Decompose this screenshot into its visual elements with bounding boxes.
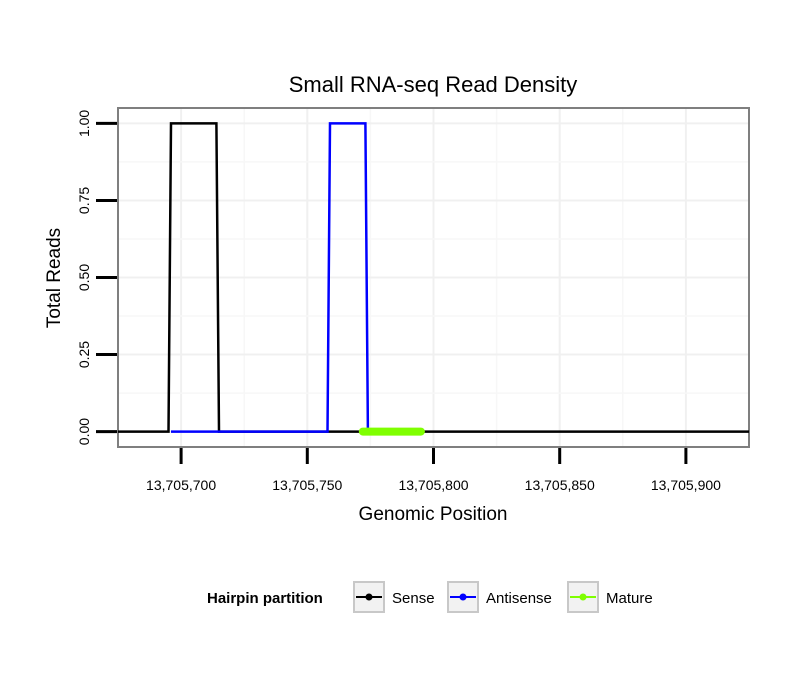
series-line-antisense	[171, 122, 370, 433]
legend-label-sense: Sense	[392, 590, 435, 607]
x-axis-title: Genomic Position	[359, 504, 508, 525]
x-tick-label: 13,705,750	[272, 477, 342, 493]
x-axis: 13,705,700 13,705,750 13,705,800 13,705,850…	[146, 448, 721, 493]
legend-label-antisense: Antisense	[486, 590, 552, 607]
legend-title: Hairpin partition	[207, 590, 323, 607]
x-tick-label: 13,705,900	[651, 477, 721, 493]
x-tick-label: 13,705,850	[525, 477, 595, 493]
y-tick-label: 1.00	[76, 110, 92, 137]
y-tick-label: 0.75	[76, 187, 92, 214]
series-lines	[118, 122, 749, 436]
legend-dot-antisense	[459, 593, 467, 601]
legend: Hairpin partition Sense Antisense Mature	[207, 581, 653, 613]
legend-dot-mature	[579, 593, 587, 601]
y-tick-label: 0.25	[76, 341, 92, 368]
legend-item-antisense: Antisense	[447, 581, 552, 613]
y-tick-label: 0.00	[76, 418, 92, 445]
grid-lines	[118, 108, 749, 447]
x-tick-label: 13,705,700	[146, 477, 216, 493]
chart-title: Small RNA-seq Read Density	[289, 72, 578, 97]
plot-panel-border	[117, 107, 750, 448]
legend-item-mature: Mature	[567, 581, 653, 613]
legend-label-mature: Mature	[606, 590, 653, 607]
x-tick-label: 13,705,800	[398, 477, 468, 493]
y-tick-label: 0.50	[76, 264, 92, 291]
legend-item-sense: Sense	[353, 581, 435, 613]
y-axis: 0.00 0.25 0.50 0.75 1.00	[76, 110, 117, 445]
legend-dot-sense	[365, 593, 373, 601]
y-axis-title: Total Reads	[44, 228, 65, 328]
